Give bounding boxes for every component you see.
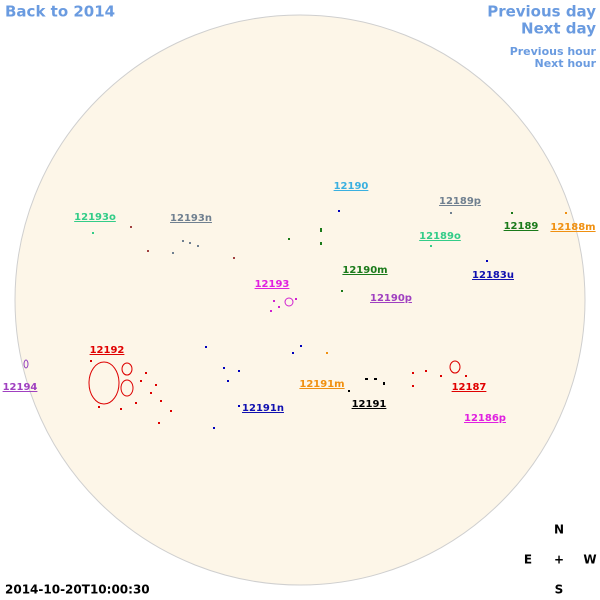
region-label[interactable]: 12188m	[550, 222, 595, 233]
region-label[interactable]: 12191n	[242, 403, 284, 414]
compass-west: W	[583, 553, 596, 567]
spots	[23, 210, 567, 429]
region-label[interactable]: 12187	[452, 382, 487, 393]
region-label[interactable]: 12193o	[74, 212, 116, 223]
next-hour-link[interactable]: Next hour	[535, 57, 597, 70]
spot	[88, 361, 120, 405]
region-label[interactable]: 12190m	[342, 265, 387, 276]
spot	[449, 360, 461, 374]
region-label[interactable]: 12189p	[439, 196, 481, 207]
next-day-link[interactable]: Next day	[521, 20, 596, 38]
region-label[interactable]: 12190p	[370, 293, 412, 304]
timestamp: 2014-10-20T10:00:30	[5, 583, 150, 597]
spot	[284, 297, 294, 307]
spot-group	[90, 360, 467, 424]
compass-center: +	[554, 553, 564, 567]
region-label[interactable]: 12194	[3, 382, 38, 393]
region-label[interactable]: 12193n	[170, 213, 212, 224]
spot-group	[205, 210, 488, 429]
spot-group	[288, 212, 513, 292]
region-label[interactable]: 12191m	[299, 379, 344, 390]
solar-disk	[14, 14, 586, 586]
previous-hour-link[interactable]: Previous hour	[510, 45, 597, 58]
region-label[interactable]: 12190	[334, 181, 369, 192]
compass-east: E	[524, 553, 532, 567]
region-label[interactable]: 12183u	[472, 270, 514, 281]
region-label[interactable]: 12191	[352, 399, 387, 410]
region-label[interactable]: 12189	[504, 221, 539, 232]
region-label[interactable]: 12189o	[419, 231, 461, 242]
compass-south: S	[555, 583, 564, 597]
region-label[interactable]: 12193	[255, 279, 290, 290]
region-label[interactable]: 12192	[90, 345, 125, 356]
back-link[interactable]: Back to 2014	[5, 3, 115, 21]
spot-group	[92, 212, 567, 354]
spot-group	[172, 212, 452, 254]
compass-north: N	[554, 523, 564, 537]
region-label[interactable]: 12186p	[464, 413, 506, 424]
spot-group	[348, 378, 385, 392]
previous-day-link[interactable]: Previous day	[487, 3, 596, 21]
spot-group	[270, 298, 297, 312]
spot	[120, 379, 134, 397]
spot	[121, 362, 133, 376]
spot	[23, 359, 29, 369]
